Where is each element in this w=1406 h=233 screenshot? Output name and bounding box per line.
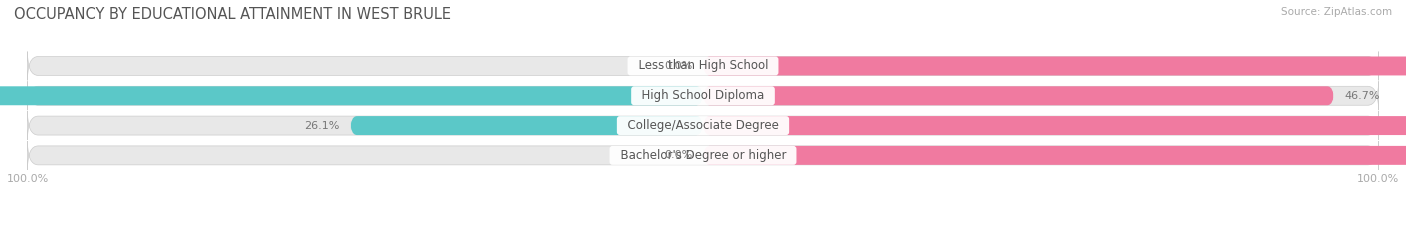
Text: 0.0%: 0.0% (664, 150, 692, 160)
FancyBboxPatch shape (28, 111, 1378, 140)
Text: 100.0%: 100.0% (7, 174, 49, 184)
FancyBboxPatch shape (703, 56, 1406, 75)
Text: OCCUPANCY BY EDUCATIONAL ATTAINMENT IN WEST BRULE: OCCUPANCY BY EDUCATIONAL ATTAINMENT IN W… (14, 7, 451, 22)
FancyBboxPatch shape (0, 86, 703, 105)
FancyBboxPatch shape (28, 141, 1378, 170)
Text: 0.0%: 0.0% (664, 61, 692, 71)
Text: College/Associate Degree: College/Associate Degree (620, 119, 786, 132)
Text: Less than High School: Less than High School (630, 59, 776, 72)
FancyBboxPatch shape (28, 81, 1378, 110)
Text: 46.7%: 46.7% (1344, 91, 1381, 101)
Text: Bachelor's Degree or higher: Bachelor's Degree or higher (613, 149, 793, 162)
Text: High School Diploma: High School Diploma (634, 89, 772, 102)
FancyBboxPatch shape (703, 146, 1406, 165)
Text: 100.0%: 100.0% (1357, 174, 1399, 184)
FancyBboxPatch shape (28, 51, 1378, 80)
FancyBboxPatch shape (703, 86, 1334, 105)
FancyBboxPatch shape (703, 116, 1406, 135)
FancyBboxPatch shape (350, 116, 703, 135)
Text: 26.1%: 26.1% (304, 120, 340, 130)
Text: Source: ZipAtlas.com: Source: ZipAtlas.com (1281, 7, 1392, 17)
